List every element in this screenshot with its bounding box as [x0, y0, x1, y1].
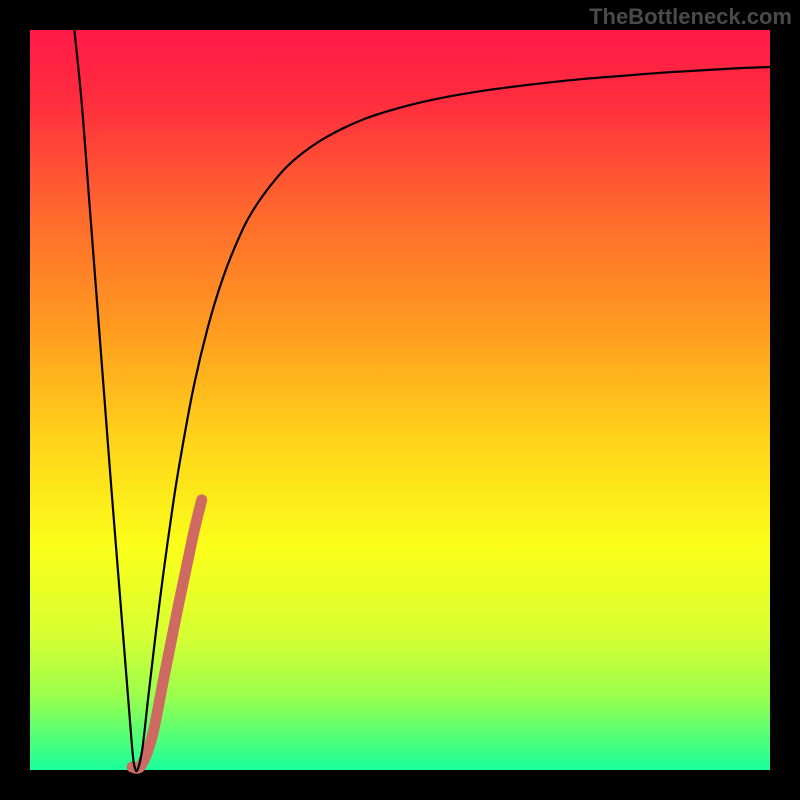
bottleneck-curve-chart — [0, 0, 800, 800]
chart-canvas: TheBottleneck.com — [0, 0, 800, 800]
gradient-heat-background — [30, 30, 770, 770]
attribution-watermark: TheBottleneck.com — [589, 4, 792, 30]
